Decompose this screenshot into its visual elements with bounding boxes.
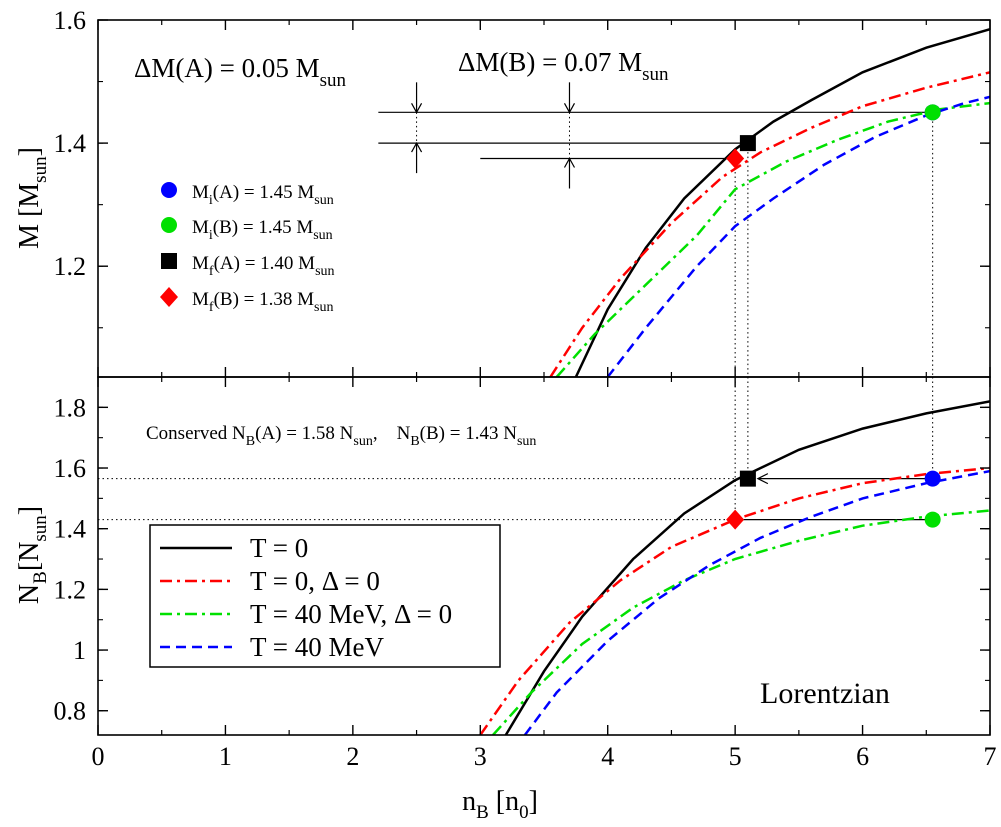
legend-label-mf-b: Mf(B) = 1.38 Msun — [192, 289, 333, 315]
top-y-axis-title: M [Msun] — [14, 147, 51, 249]
series-line-1-T0 — [504, 400, 990, 735]
legend-marker-mf-a — [161, 253, 177, 269]
legend-label-mf-a: Mf(A) = 1.40 Msun — [192, 253, 335, 279]
delta-a-arrow-bottom-head — [411, 141, 423, 153]
series-line-0-T0 — [574, 27, 990, 377]
legend-marker-mf-b — [160, 287, 178, 307]
y-tick-label-1-4: 1.6 — [54, 454, 87, 483]
x-tick-label-6: 6 — [856, 742, 869, 771]
legend-label-mi-a: Mi(A) = 1.45 Msun — [192, 182, 334, 208]
x-tick-label-5: 5 — [729, 742, 742, 771]
series-line-1-T40 — [523, 469, 990, 735]
bottom-y-axis-title: NB[Nsun] — [14, 506, 51, 604]
y-tick-label-1-2: 1.2 — [54, 575, 87, 604]
y-tick-label-1-3: 1.4 — [54, 515, 87, 544]
y-tick-label-0-2: 1.6 — [54, 6, 87, 35]
x-tick-label-7: 7 — [984, 742, 997, 771]
delta-m-a-label: ΔM(A) = 0.05 Msun — [134, 53, 346, 91]
legend-label-t0d0: T = 0, Δ = 0 — [250, 566, 380, 596]
legend-label-mi-b: Mi(B) = 1.45 Msun — [192, 217, 333, 243]
y-tick-label-0-0: 1.2 — [54, 252, 87, 281]
lorentzian-label: Lorentzian — [760, 677, 890, 710]
marker-0-2 — [739, 135, 756, 152]
marker-0-3 — [726, 148, 745, 169]
y-tick-label-0-1: 1.4 — [54, 129, 87, 158]
series-line-1-T0D0 — [479, 466, 990, 735]
delta-b-arrow-top-head — [563, 103, 576, 114]
series-line-0-T40D0 — [555, 101, 990, 377]
conserved-nb-label: Conserved NB(A) = 1.58 Nsun, NB(B) = 1.4… — [146, 423, 536, 449]
series-line-0-T0D0 — [549, 71, 990, 377]
nb-arrow-a-head — [756, 473, 769, 485]
marker-legend: Mi(A) = 1.45 Msun Mi(B) = 1.45 Msun Mf(A… — [160, 182, 335, 315]
x-axis-title: nB [n0] — [462, 786, 538, 823]
x-tick-label-4: 4 — [601, 742, 614, 771]
marker-1-2 — [739, 470, 756, 487]
legend-marker-mi-a — [161, 182, 177, 198]
marker-1-0 — [924, 470, 941, 487]
x-tick-label-2: 2 — [346, 742, 359, 771]
x-tick-label-3: 3 — [474, 742, 487, 771]
marker-1-3 — [726, 509, 745, 530]
legend-label-t40d0: T = 40 MeV, Δ = 0 — [250, 599, 452, 629]
delta-b-arrow-bottom-head — [563, 157, 576, 168]
y-tick-label-1-1: 1 — [73, 636, 86, 665]
legend-marker-mi-b — [161, 217, 177, 233]
legend-label-t40: T = 40 MeV — [250, 632, 384, 662]
delta-m-b-label: ΔM(B) = 0.07 Msun — [458, 47, 669, 85]
delta-a-arrow-top-head — [411, 103, 423, 114]
series-line-0-T40 — [606, 95, 990, 377]
y-tick-label-1-0: 0.8 — [54, 697, 87, 726]
marker-overlap-green — [926, 106, 939, 119]
legend-label-t0: T = 0 — [250, 533, 308, 563]
x-tick-label-1: 1 — [219, 742, 232, 771]
y-tick-label-1-5: 1.8 — [54, 393, 87, 422]
marker-1-1 — [924, 511, 941, 528]
x-tick-label-0: 0 — [92, 742, 105, 771]
series-line-1-T40D0 — [492, 509, 990, 735]
series-legend: T = 0 T = 0, Δ = 0 T = 40 MeV, Δ = 0 T =… — [149, 524, 501, 668]
